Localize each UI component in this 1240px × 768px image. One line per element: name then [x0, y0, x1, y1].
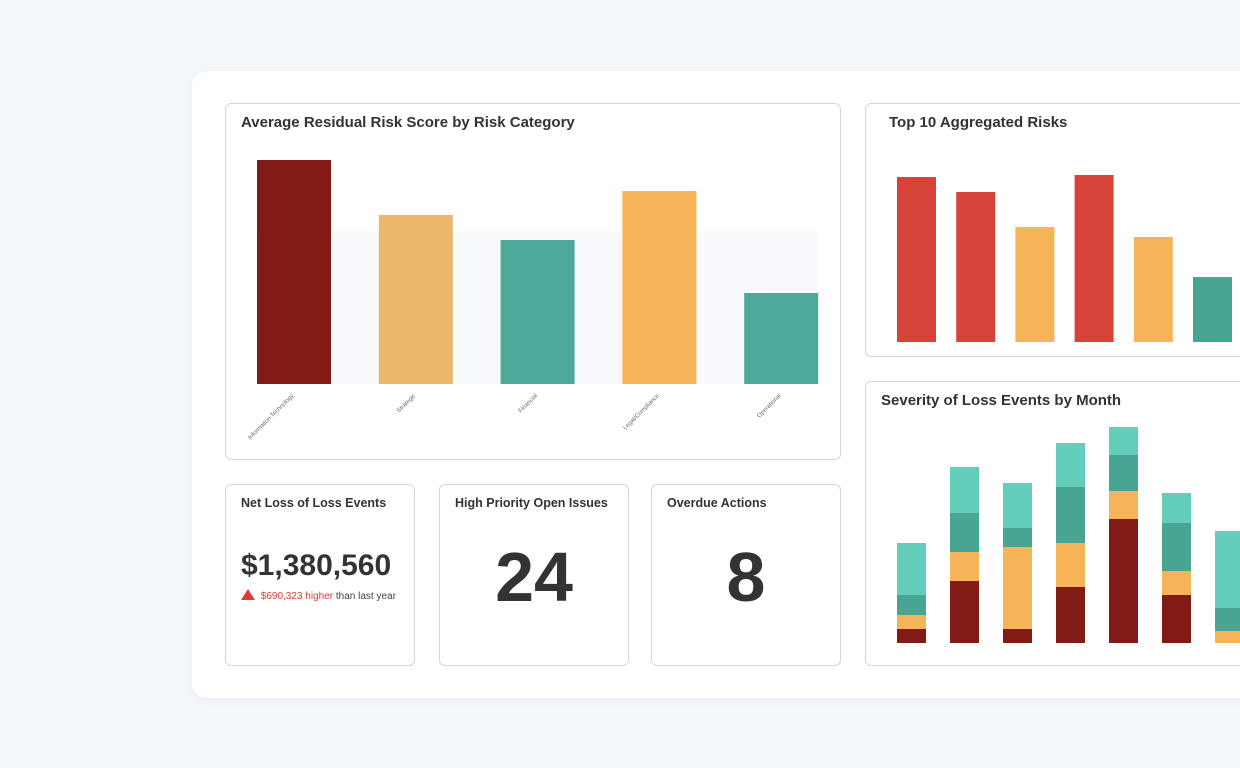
- bar-segment: [950, 513, 979, 552]
- bar-segment: [1162, 523, 1191, 571]
- overdue-value: 8: [726, 538, 766, 616]
- bar: [1015, 227, 1055, 342]
- card-title: High Priority Open Issues: [455, 496, 608, 510]
- overdue-card: Overdue Actions 8: [651, 484, 841, 666]
- bar-segment: [1056, 443, 1085, 487]
- bar: [744, 293, 819, 384]
- triangle-up-icon: [241, 589, 255, 600]
- bar-segment: [1162, 595, 1191, 643]
- bar-segment: [950, 552, 979, 581]
- x-tick-label: Operational: [756, 393, 782, 419]
- x-tick-label: Legal/Compliance: [623, 393, 662, 432]
- bar-segment: [1215, 631, 1240, 643]
- card-title: Overdue Actions: [667, 496, 767, 510]
- bar-segment: [897, 629, 926, 643]
- card-title: Top 10 Aggregated Risks: [889, 114, 1068, 131]
- bar-segment: [1056, 587, 1085, 643]
- bar: [1193, 277, 1232, 342]
- card-title: Net Loss of Loss Events: [241, 496, 387, 510]
- risk-category-card: Average Residual Risk Score by Risk Cate…: [225, 103, 841, 460]
- bar: [1074, 175, 1114, 342]
- open-issues-card: High Priority Open Issues 24: [439, 484, 629, 666]
- bar-segment: [897, 595, 926, 615]
- severity-card: Severity of Loss Events by Month: [865, 381, 1240, 666]
- bar-segment: [1162, 493, 1191, 523]
- open-issues-value: 24: [495, 538, 573, 616]
- bar-segment: [897, 615, 926, 629]
- bar-segment: [950, 581, 979, 643]
- net-loss-value: $1,380,560: [241, 549, 392, 582]
- bar-segment: [1215, 608, 1240, 631]
- risk-category-chart: Information Technology Strategic Financial…: [247, 160, 819, 441]
- bar-segment: [1109, 427, 1138, 455]
- top10-card: Top 10 Aggregated Risks: [865, 103, 1240, 357]
- net-loss-card: Net Loss of Loss Events $1,380,560 $690,…: [225, 484, 415, 666]
- net-loss-delta: $690,323 higher than last year: [241, 589, 396, 602]
- delta-amount: $690,323 higher: [260, 591, 334, 602]
- bar-segment: [1056, 543, 1085, 587]
- x-tick-label: Information Technology: [247, 393, 295, 441]
- bar: [1133, 237, 1173, 342]
- card-title: Severity of Loss Events by Month: [881, 392, 1122, 409]
- severity-chart: [897, 427, 1240, 643]
- bar: [956, 192, 996, 342]
- bar-segment: [1215, 531, 1240, 608]
- bar-segment: [1109, 455, 1138, 491]
- bar: [257, 160, 331, 384]
- top10-chart: [897, 175, 1232, 342]
- bar-segment: [897, 543, 926, 595]
- bar-segment: [1003, 483, 1032, 528]
- bar-segment: [1003, 629, 1032, 643]
- bar-segment: [1162, 571, 1191, 595]
- bar-segment: [1003, 547, 1032, 629]
- bar-segment: [950, 467, 979, 513]
- bar: [622, 191, 697, 384]
- bar-segment: [1056, 487, 1085, 543]
- bar: [500, 240, 575, 384]
- bar: [897, 177, 936, 342]
- x-tick-label: Financial: [518, 393, 539, 414]
- bar-segment: [1109, 519, 1138, 643]
- delta-suffix: than last year: [335, 591, 396, 602]
- card-title: Average Residual Risk Score by Risk Cate…: [241, 114, 575, 131]
- bar-segment: [1003, 528, 1032, 547]
- x-tick-label: Strategic: [396, 393, 417, 414]
- bar-segment: [1109, 491, 1138, 519]
- bar: [378, 215, 453, 384]
